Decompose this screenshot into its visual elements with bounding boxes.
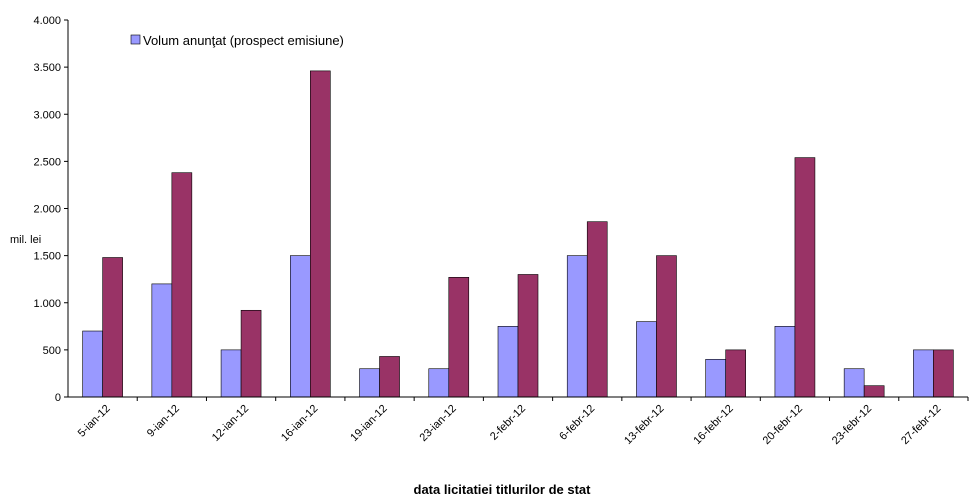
bar-series-2 — [586, 221, 608, 398]
x-tick-label: 16-ian-12 — [279, 403, 320, 444]
x-tick-label: 23-febr-12 — [830, 403, 874, 447]
x-tick-label: 12-ian-12 — [210, 403, 251, 444]
y-tick-label: 1.500 — [33, 251, 61, 263]
bar-series-1 — [151, 283, 173, 398]
x-tick-label: 16-febr-12 — [691, 403, 735, 447]
legend-swatch — [130, 34, 141, 45]
bar-series-2 — [310, 70, 331, 398]
bar-series-1 — [636, 321, 657, 398]
bar-series-2 — [863, 385, 885, 398]
y-tick-label: 2.000 — [33, 204, 61, 216]
bar-series-2 — [794, 157, 816, 398]
x-tick-label: 27-febr-12 — [899, 403, 943, 447]
y-tick-label: 1.000 — [33, 298, 61, 310]
bar-series-1 — [774, 326, 796, 398]
x-tick-label: 23-ian-12 — [418, 403, 459, 444]
x-tick-label: 5-ian-12 — [76, 403, 113, 440]
bar-series-1 — [913, 349, 934, 398]
x-tick-label: 20-febr-12 — [761, 403, 805, 447]
y-tick-label: 3.000 — [33, 109, 61, 121]
x-tick-label: 9-ian-12 — [145, 403, 182, 440]
bar-series-2 — [102, 257, 123, 398]
bar-series-2 — [171, 172, 193, 398]
y-tick-label: 0 — [55, 392, 61, 404]
bar-series-1 — [843, 368, 865, 398]
bar-series-2 — [933, 349, 954, 398]
bar-series-1 — [82, 330, 103, 398]
bar-series-1 — [290, 255, 311, 398]
x-tick-label: 6-febr-12 — [557, 403, 597, 443]
bar-series-2 — [448, 277, 470, 398]
bar-series-2 — [379, 356, 400, 398]
y-tick-label: 500 — [43, 345, 61, 357]
y-tick-label: 3.500 — [33, 62, 61, 74]
x-tick-label: 13-febr-12 — [622, 403, 666, 447]
y-tick-label: 4.000 — [33, 15, 61, 27]
bar-series-2 — [725, 349, 746, 398]
bars — [82, 70, 954, 398]
x-axis-title: data licitatiei titlurilor de stat — [414, 482, 592, 497]
legend-label: Volum anunţat (prospect emisiune) — [143, 33, 344, 48]
x-axis-ticks: 5-ian-12 9-ian-12 12-ian-12 16-ian-12 19-ian… — [76, 397, 969, 447]
bar-series-2 — [517, 274, 539, 398]
y-axis-ticks: 0 500 1.000 1.500 2.000 2.500 3.000 3.500 4.000 — [33, 15, 68, 404]
bar-series-1 — [497, 326, 519, 398]
bar-series-1 — [359, 368, 380, 398]
bar-series-2 — [656, 255, 677, 398]
bar-series-2 — [240, 309, 262, 398]
bar-series-1 — [220, 349, 242, 398]
bar-series-1 — [428, 368, 450, 398]
bar-series-1 — [705, 358, 726, 398]
y-tick-label: 2.500 — [33, 156, 61, 168]
y-axis-label: mil. lei — [10, 234, 41, 246]
bar-series-1 — [566, 255, 588, 398]
x-tick-label: 19-ian-12 — [348, 403, 389, 444]
legend: Volum anunţat (prospect emisiune) — [130, 33, 344, 48]
x-tick-label: 2-febr-12 — [488, 403, 528, 443]
